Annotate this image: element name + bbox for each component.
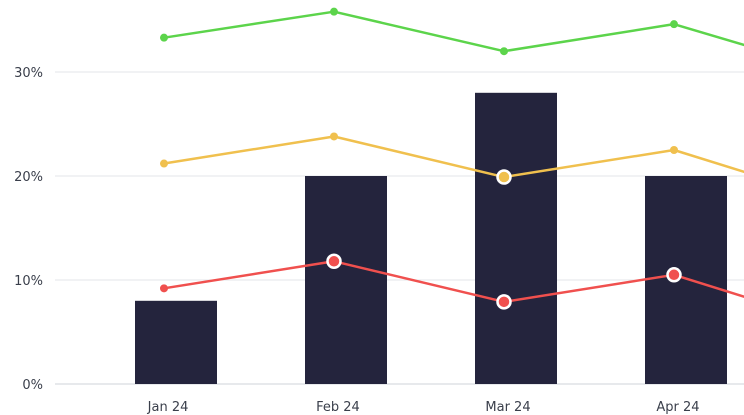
y-tick-label: 30% — [14, 66, 43, 81]
y-tick-label: 0% — [22, 378, 43, 393]
bars-layer — [135, 92, 727, 385]
data-point — [666, 267, 682, 283]
data-point — [670, 146, 678, 154]
bar — [135, 300, 217, 384]
series-line — [162, 135, 744, 179]
labels-layer: 0% 10% 20% 30% Jan 24 Feb 24 Mar 24 Apr 24 — [14, 66, 699, 415]
grid-layer — [55, 71, 744, 385]
data-point — [496, 294, 512, 310]
x-tick-label: Feb 24 — [316, 400, 360, 415]
points-layer — [160, 7, 682, 310]
y-tick-label: 10% — [14, 274, 43, 289]
data-point — [500, 47, 508, 56]
bar — [475, 92, 557, 385]
bar — [645, 176, 727, 384]
data-point — [496, 169, 512, 185]
data-point — [160, 284, 168, 293]
x-tick-label: Mar 24 — [485, 400, 530, 415]
bar — [305, 176, 387, 384]
data-point — [330, 7, 338, 16]
y-tick-label: 20% — [14, 170, 43, 185]
data-point — [160, 159, 168, 168]
data-point — [330, 132, 338, 141]
data-point — [160, 33, 168, 42]
data-point — [326, 253, 342, 270]
x-tick-label: Jan 24 — [147, 400, 189, 415]
data-point — [670, 20, 678, 29]
x-tick-label: Apr 24 — [656, 400, 699, 415]
series-line — [162, 10, 744, 53]
